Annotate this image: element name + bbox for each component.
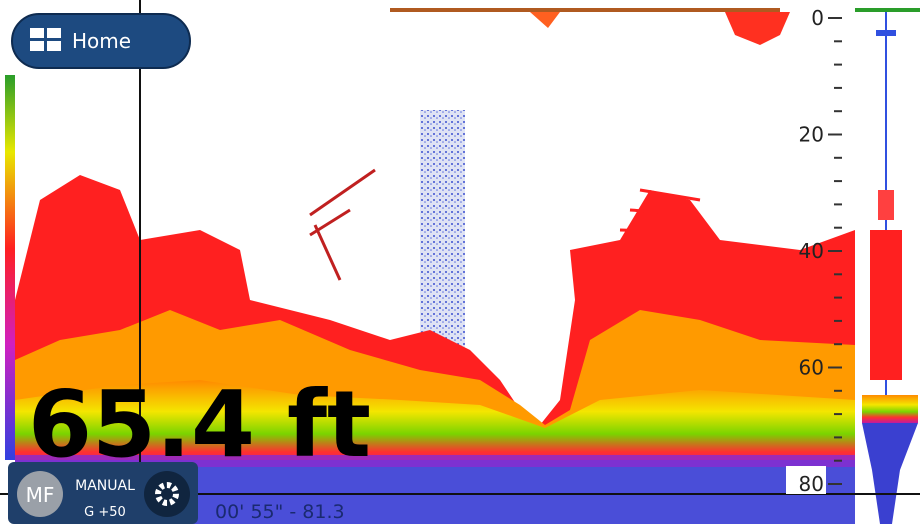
depth-label: 40	[799, 239, 824, 263]
home-button[interactable]: Home	[11, 13, 191, 69]
gain-label: G +50	[84, 505, 126, 520]
depth-label: 80	[799, 472, 824, 496]
depth-scale: 0 20 40 60 80	[799, 6, 842, 496]
depth-readout: 65.4 ft	[28, 371, 371, 478]
depth-label: 60	[799, 356, 824, 380]
settings-button[interactable]	[144, 471, 190, 517]
mode-panel: MF MANUAL G +50	[8, 462, 198, 524]
mode-badge: MF	[26, 483, 55, 507]
depth-label: 0	[811, 6, 824, 30]
cursor-info: 00' 55" - 81.3	[215, 501, 345, 523]
depth-label: 20	[799, 123, 824, 147]
mode-label: MANUAL	[75, 478, 135, 494]
home-label[interactable]: Home	[72, 29, 131, 53]
